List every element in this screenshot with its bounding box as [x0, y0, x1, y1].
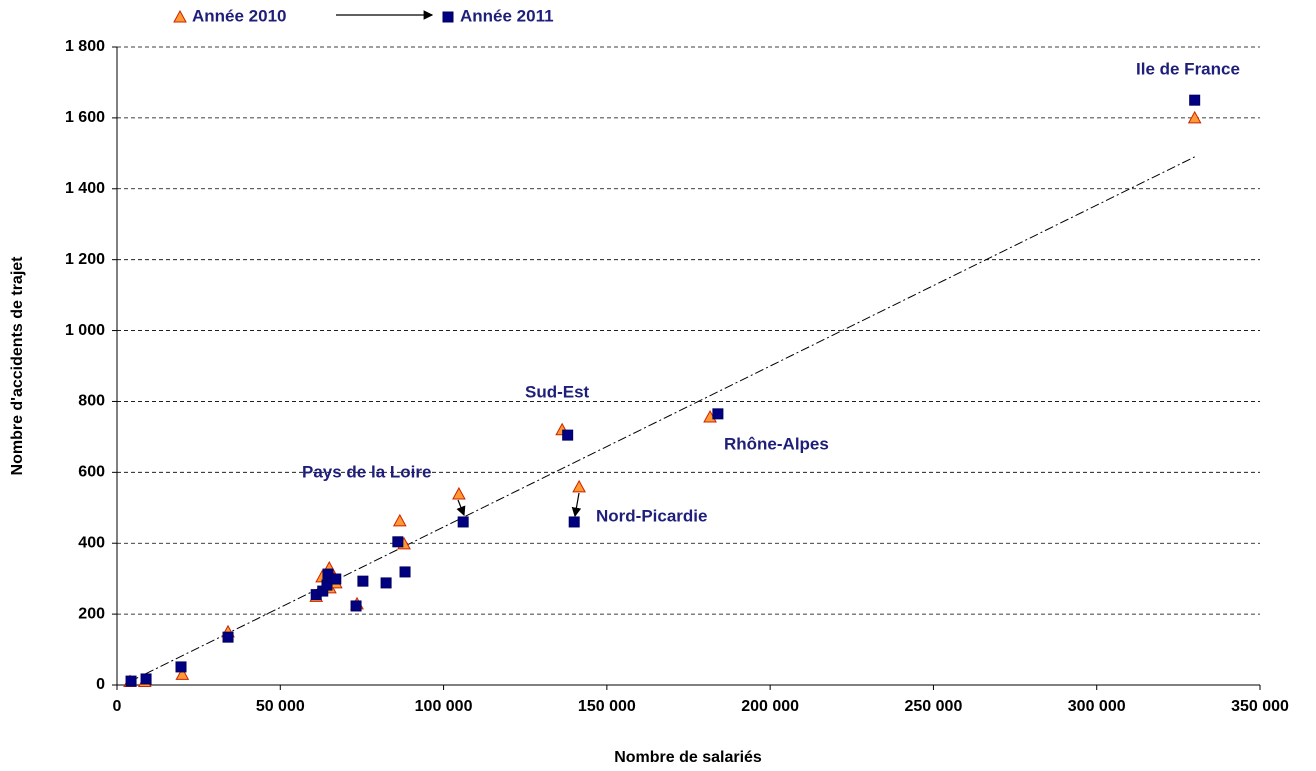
point	[392, 536, 404, 548]
y-tick-label: 1 000	[65, 322, 105, 339]
point	[457, 516, 469, 528]
point	[140, 673, 152, 685]
point	[380, 577, 392, 589]
y-tick-label: 800	[78, 393, 105, 410]
y-tick-label: 400	[78, 534, 105, 551]
trendline	[129, 156, 1195, 682]
point	[392, 513, 407, 527]
y-tick-label: 1 800	[65, 38, 105, 55]
y-tick-label: 1 600	[65, 109, 105, 126]
x-tick-label: 150 000	[578, 698, 636, 715]
point	[330, 573, 342, 585]
annotation-arrow	[456, 499, 466, 517]
point	[321, 579, 333, 591]
point	[568, 516, 580, 528]
x-tick-label: 250 000	[905, 698, 963, 715]
annotation: Nord-Picardie	[596, 506, 707, 525]
x-axis-label: Nombre de salariés	[614, 749, 762, 766]
x-tick-label: 0	[113, 698, 122, 715]
point	[572, 479, 586, 493]
point	[399, 566, 411, 578]
x-tick-label: 200 000	[741, 698, 799, 715]
y-axis-label: Nombre d'accidents de trajet	[9, 256, 26, 476]
legend-marker	[173, 9, 187, 23]
legend-marker	[442, 11, 454, 23]
x-tick-label: 100 000	[415, 698, 473, 715]
point	[562, 429, 574, 441]
point	[1187, 110, 1202, 124]
annotation: Rhône-Alpes	[724, 434, 829, 453]
point	[125, 675, 137, 687]
annotation: Sud-Est	[525, 382, 590, 401]
y-tick-label: 200	[78, 605, 105, 622]
point	[350, 600, 362, 612]
point	[1189, 94, 1201, 106]
y-tick-label: 600	[78, 464, 105, 481]
point	[452, 486, 466, 500]
x-tick-label: 300 000	[1068, 698, 1126, 715]
point	[357, 575, 369, 587]
annotation: Pays de la Loire	[302, 462, 431, 481]
x-tick-label: 50 000	[256, 698, 305, 715]
legend-label: Année 2011	[460, 6, 554, 25]
annotation: Ile de France	[1136, 59, 1240, 78]
point	[222, 631, 234, 643]
annotation-arrow	[571, 492, 582, 518]
legend-label: Année 2010	[192, 6, 287, 25]
y-tick-label: 1 400	[65, 180, 105, 197]
x-tick-label: 350 000	[1231, 698, 1289, 715]
y-tick-label: 1 200	[65, 251, 105, 268]
point	[712, 408, 724, 420]
point	[175, 667, 190, 680]
point	[175, 661, 187, 673]
y-tick-label: 0	[96, 676, 105, 693]
